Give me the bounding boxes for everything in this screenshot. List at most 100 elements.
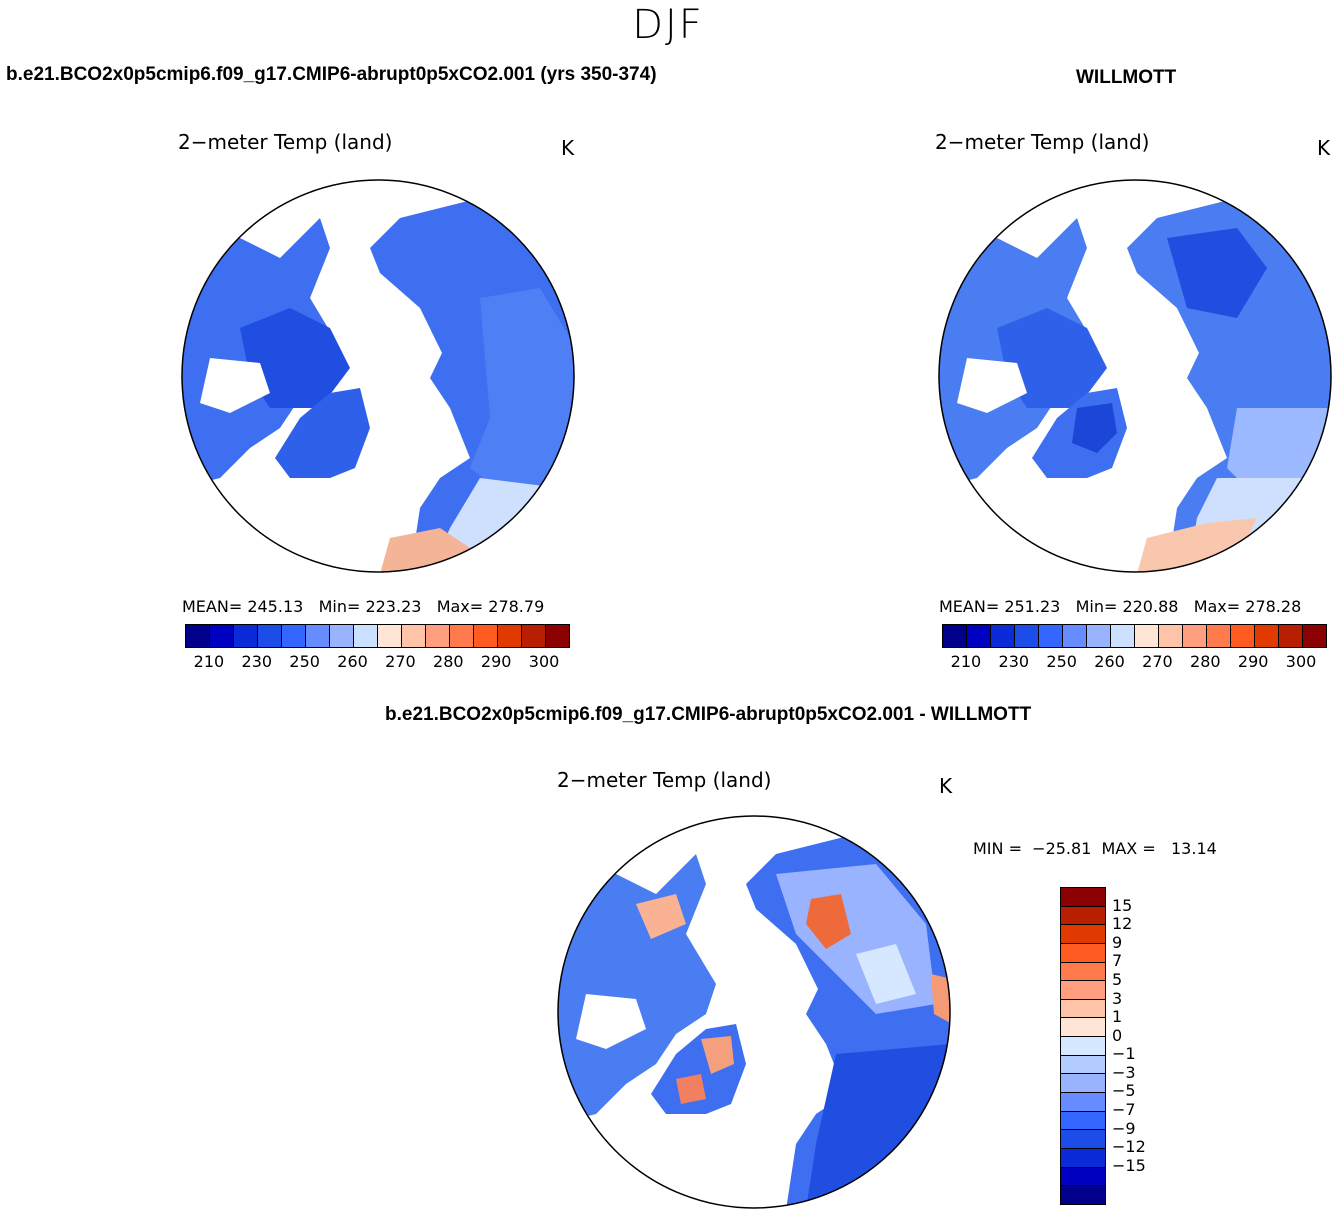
panel2-colorbar-tick-label: 290	[1237, 652, 1269, 671]
panel3-colorbar-tick-label: 9	[1112, 932, 1123, 952]
panel1-colorbar-tick-label: 230	[241, 652, 273, 671]
panel3-colorbar-swatch	[1061, 981, 1105, 1000]
panel3-greenland-warm	[701, 1036, 734, 1074]
panel1-colorbar-tick-label: 300	[528, 652, 560, 671]
panel2-colorbar-ticks: 210 230 250 260 270 280 290 300	[942, 652, 1325, 672]
panel2-colorbar-swatch	[991, 625, 1015, 647]
panel1-colorbar-tick-label: 210	[193, 652, 225, 671]
panel3-colorbar-swatch	[1061, 906, 1105, 926]
panel2-siberia-cold	[1167, 228, 1267, 318]
panel1-map	[181, 179, 575, 573]
panel3-colorbar-swatch	[1061, 1186, 1105, 1204]
panel3-colorbar-tick-label: −1	[1112, 1044, 1136, 1064]
panel2-colorbar-swatch	[1135, 625, 1159, 647]
panel3-colorbar-swatch	[1061, 1018, 1105, 1038]
panel1-colorbar-swatch	[426, 625, 450, 647]
panel2-colorbar-swatch	[1063, 625, 1087, 647]
panel3-colorbar-tick-label: 1	[1112, 1007, 1123, 1027]
panel3-colorbar-swatch	[1061, 1130, 1105, 1149]
panel3-colorbar-tick-label: −3	[1112, 1062, 1136, 1082]
panel3-colorbar-tick-label: 5	[1112, 969, 1123, 989]
panel3-siberia-warm	[806, 894, 851, 949]
panel1-colorbar-swatch	[498, 625, 522, 647]
panel1-colorbar-tick-label: 250	[289, 652, 320, 671]
panel2-colorbar-swatch	[1303, 625, 1326, 647]
panel2-colorbar-tick-label: 270	[1142, 652, 1173, 671]
panel3-colorbar-swatch	[1061, 1148, 1105, 1168]
panel1-colorbar-swatch	[234, 625, 258, 647]
panel1-colorbar-ticks: 210 230 250 260 270 280 290 300	[185, 652, 568, 672]
panel2-colorbar-swatch	[1279, 625, 1303, 647]
panel2-hudson-bay	[957, 358, 1027, 413]
panel2-colorbar-swatch	[967, 625, 991, 647]
panel3-unit: K	[939, 774, 953, 798]
panel1-colorbar-swatch	[258, 625, 282, 647]
panel2-greenland-interior	[1072, 403, 1117, 453]
panel3-colorbar-swatch	[1061, 943, 1105, 963]
panel3-stats: MIN = −25.81 MAX = 13.14	[973, 839, 1217, 858]
panel3-colorbar-ticks: 15 12 9 7 5 3 1 0 −1 −3 −5 −7 −9 −12 −15	[1112, 887, 1172, 1203]
panel1-stats: MEAN= 245.13 Min= 223.23 Max= 278.79	[182, 597, 545, 616]
panel3-alaska-warm	[636, 894, 686, 939]
panel1-colorbar-swatch	[450, 625, 474, 647]
panel3-colorbar-tick-label: 12	[1112, 914, 1133, 934]
panel1-colorbar-tick-label: 280	[433, 652, 464, 671]
panel3-colorbar-tick-label: −12	[1112, 1137, 1146, 1157]
panel1-colorbar-swatch	[522, 625, 546, 647]
panel2-colorbar-tick-label: 230	[998, 652, 1030, 671]
panel3-siberia-light	[856, 944, 916, 1004]
panel1-unit: K	[561, 136, 575, 160]
panel2-colorbar-swatch	[1087, 625, 1111, 647]
panel3-case-title: b.e21.BCO2x0p5cmip6.f09_g17.CMIP6-abrupt…	[385, 704, 1032, 725]
panel2-map	[938, 179, 1332, 573]
panel1-colorbar-tick-label: 270	[385, 652, 416, 671]
panel1-colorbar-swatch	[378, 625, 402, 647]
panel1-eurasia-east	[470, 288, 574, 498]
panel2-colorbar-swatch	[1039, 625, 1063, 647]
panel1-colorbar-swatch	[402, 625, 426, 647]
panel3-colorbar-swatch	[1061, 1055, 1105, 1075]
panel3-colorbar-swatch	[1061, 1037, 1105, 1056]
panel3-colorbar-tick-label: −5	[1112, 1081, 1136, 1101]
panel1-colorbar-tick-label: 260	[337, 652, 368, 671]
panel2-colorbar-swatch	[943, 625, 967, 647]
panel3-colorbar-tick-label: 15	[1112, 895, 1133, 915]
panel2-variable-title: 2−meter Temp (land)	[935, 130, 1150, 154]
panel1-colorbar-swatch	[474, 625, 498, 647]
panel3-colorbar-swatch	[1061, 962, 1105, 982]
panel2-colorbar-swatch	[1183, 625, 1207, 647]
panel3-colorbar-tick-label: 7	[1112, 951, 1123, 971]
season-title: DJF	[632, 2, 704, 48]
panel3-colorbar-swatch	[1061, 1074, 1105, 1094]
panel1-variable-title: 2−meter Temp (land)	[178, 130, 393, 154]
panel2-colorbar-swatch	[1159, 625, 1183, 647]
panel3-colorbar-swatch	[1061, 999, 1105, 1019]
panel2-colorbar-swatch	[1231, 625, 1255, 647]
panel3-greenland-warm-2	[676, 1074, 706, 1104]
panel1-colorbar-swatch	[306, 625, 330, 647]
panel1-colorbar-swatch	[330, 625, 354, 647]
panel2-colorbar-swatch	[1207, 625, 1231, 647]
panel2-colorbar-tick-label: 300	[1285, 652, 1317, 671]
panel3-colorbar-swatch	[1061, 1167, 1105, 1187]
panel3-colorbar-swatch	[1061, 1111, 1105, 1131]
panel1-colorbar	[185, 624, 570, 648]
panel2-colorbar	[942, 624, 1327, 648]
panel3-colorbar-tick-label: −9	[1112, 1118, 1136, 1138]
panel3-map	[557, 815, 951, 1209]
panel1-colorbar-tick-label: 290	[480, 652, 512, 671]
panel2-colorbar-tick-label: 250	[1046, 652, 1077, 671]
panel3-variable-title: 2−meter Temp (land)	[557, 768, 772, 792]
panel3-colorbar-swatch	[1061, 888, 1105, 907]
panel2-stats: MEAN= 251.23 Min= 220.88 Max= 278.28	[939, 597, 1302, 616]
panel1-colorbar-swatch	[210, 625, 234, 647]
panel3-colorbar	[1060, 887, 1106, 1205]
panel2-colorbar-tick-label: 280	[1190, 652, 1221, 671]
panel3-colorbar-swatch	[1061, 1093, 1105, 1112]
panel1-colorbar-swatch	[282, 625, 306, 647]
panel3-colorbar-swatch	[1061, 925, 1105, 944]
panel2-case-title: WILLMOTT	[1076, 67, 1177, 88]
panel1-colorbar-swatch	[546, 625, 569, 647]
panel2-colorbar-swatch	[1255, 625, 1279, 647]
panel2-colorbar-tick-label: 210	[950, 652, 982, 671]
